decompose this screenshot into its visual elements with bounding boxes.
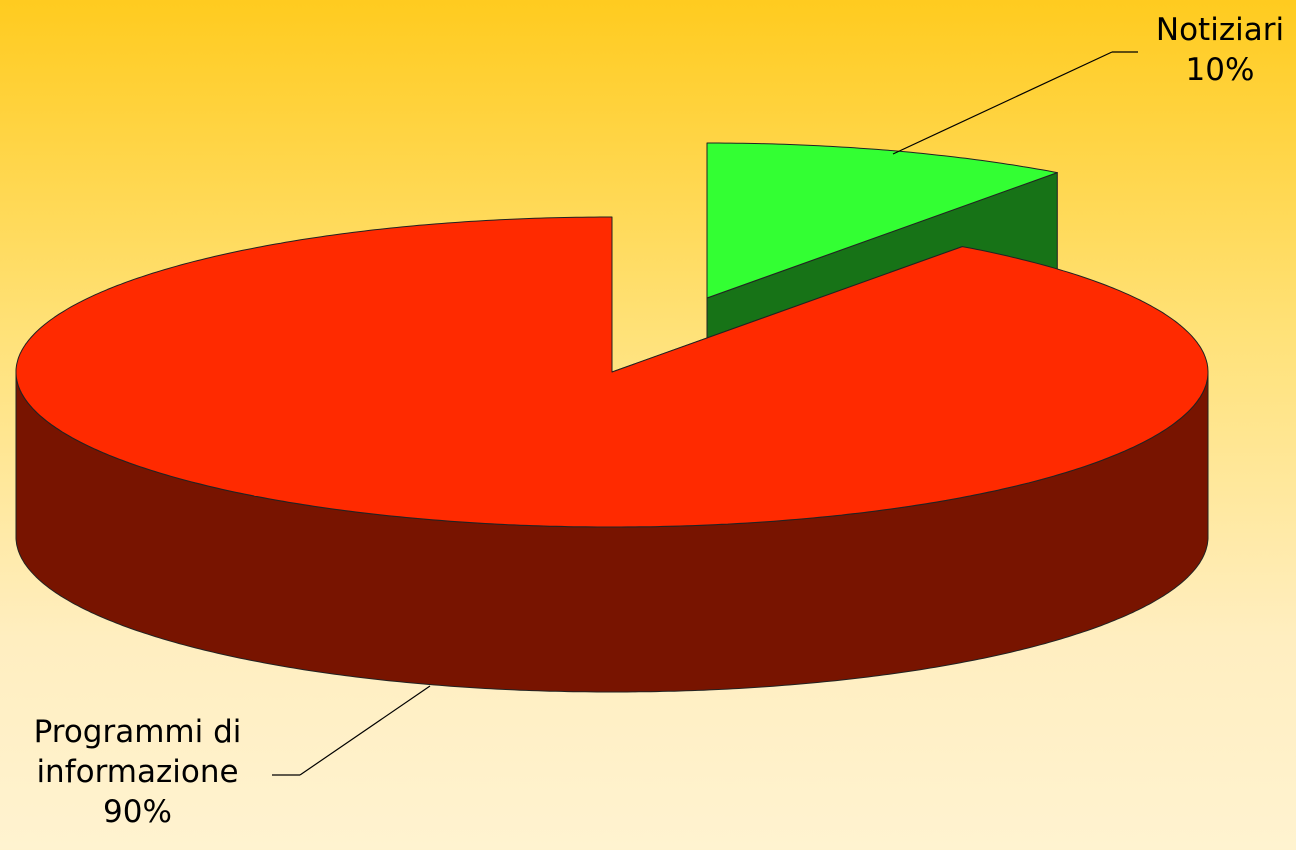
slice — [15, 216, 1209, 693]
category-label: Notiziari — [1155, 12, 1285, 48]
slice-top — [15, 216, 1209, 528]
slice-label: Notiziari 10% — [1120, 10, 1296, 90]
slice-label: Programmi di informazione 90% — [0, 712, 275, 832]
category-label: Programmi di informazione — [33, 714, 242, 790]
leader-line — [299, 685, 431, 776]
value-label: 10% — [1185, 52, 1255, 88]
leader-line — [892, 51, 1113, 155]
slice-top — [706, 142, 1058, 299]
value-label: 90% — [103, 794, 172, 830]
